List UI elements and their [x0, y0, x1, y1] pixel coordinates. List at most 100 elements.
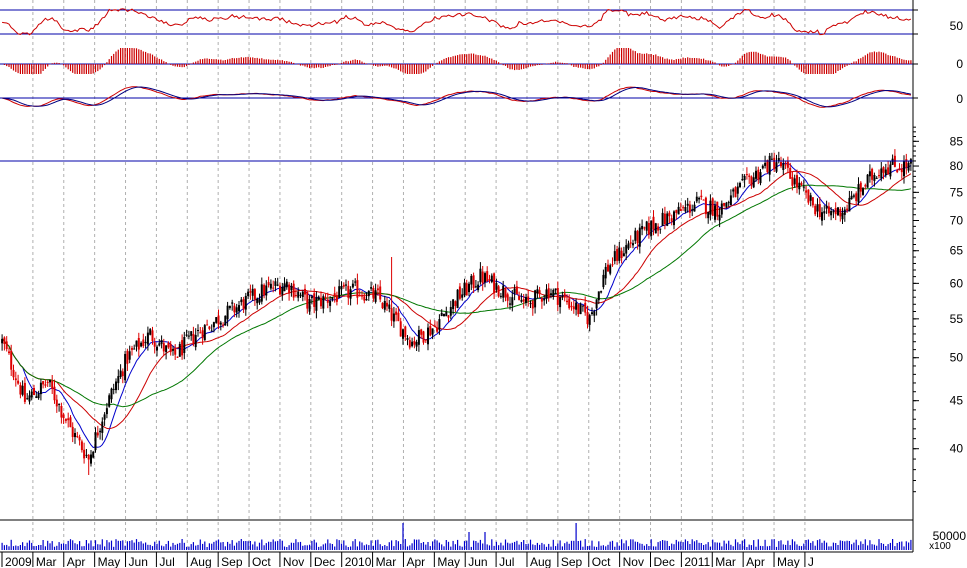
candle-body [536, 289, 539, 294]
candle-body [661, 212, 664, 226]
candle-body [579, 304, 582, 315]
candle-body [907, 163, 910, 171]
candle-body [704, 197, 707, 215]
candle-body [741, 179, 744, 181]
candle-body [71, 426, 74, 437]
candle-body [306, 292, 309, 309]
candle-body [58, 403, 61, 405]
candle-body [149, 329, 152, 335]
candle-body [267, 282, 270, 286]
candle-body [342, 284, 345, 287]
candle-body [53, 386, 56, 401]
panel1-line [2, 8, 912, 36]
candle-body [504, 289, 507, 298]
candle-body [74, 433, 76, 438]
candle-body [716, 201, 719, 217]
candle-body [673, 211, 675, 226]
candle-body [408, 340, 411, 348]
candle-body [832, 211, 835, 213]
panel3-line-fast [1, 86, 912, 108]
candle-body [456, 289, 459, 308]
candle-body [64, 418, 67, 421]
candle-body [723, 203, 726, 206]
candle-body [502, 285, 505, 298]
candle-body [878, 175, 880, 177]
candle-body [215, 317, 218, 323]
candle-body [208, 326, 211, 329]
candle-body [361, 295, 363, 297]
candle-body [684, 207, 687, 212]
candle-body [338, 286, 341, 298]
candle-body [495, 283, 498, 290]
candle-body [85, 454, 88, 456]
candle-body [333, 293, 336, 297]
candle-body [176, 356, 179, 358]
candle-body [595, 299, 598, 309]
candle-body [830, 211, 833, 216]
candle-body [497, 286, 500, 297]
candle-body [33, 388, 35, 395]
candle-body [682, 207, 685, 209]
candle-body [94, 432, 97, 451]
candle-body [547, 288, 550, 299]
candle-body [90, 454, 92, 464]
candle-body [802, 186, 805, 188]
candle-body [256, 298, 259, 304]
candle-body [80, 441, 83, 451]
price-tick-label: 60 [950, 276, 964, 290]
candle-body [796, 175, 798, 188]
candle-body [379, 286, 382, 300]
candle-body [588, 315, 591, 325]
candle-body [372, 288, 375, 299]
candle-body [46, 381, 49, 384]
candle-body [39, 382, 42, 395]
candle-body [896, 169, 899, 173]
candle-body [859, 182, 862, 192]
month-label: Apr [67, 555, 86, 568]
candle-body [183, 337, 186, 353]
candle-body [634, 230, 637, 241]
month-label: J [808, 555, 814, 568]
candle-body [538, 290, 541, 295]
candle-body [784, 164, 787, 166]
candle-body [212, 322, 215, 328]
candle-body [397, 312, 400, 322]
candle-body [370, 287, 373, 289]
candle-body [429, 326, 432, 336]
candle-body [800, 183, 803, 185]
candle-body [761, 165, 764, 169]
candle-body [297, 291, 300, 298]
candle-body [777, 158, 780, 161]
month-label: Aug [190, 555, 211, 568]
candle-body [49, 379, 51, 383]
candle-body [714, 205, 716, 220]
candle-body [470, 276, 473, 285]
month-label: 2011 [684, 555, 710, 568]
month-label: Sep [221, 555, 243, 568]
candle-body [864, 185, 867, 187]
candle-body [627, 243, 630, 249]
candle-body [472, 275, 475, 289]
candle-body [520, 300, 523, 302]
candle-body [174, 349, 177, 355]
panel1-tick-label: 50 [950, 19, 964, 33]
candle-body [320, 297, 322, 307]
candle-body [465, 283, 468, 296]
candle-body [479, 268, 482, 283]
candle-body [647, 223, 650, 235]
candle-body [786, 161, 789, 168]
month-label: May [777, 555, 800, 568]
month-label: Dec [654, 555, 675, 568]
candle-body [447, 315, 450, 318]
candle-body [474, 286, 477, 288]
candle-body [406, 337, 409, 340]
candle-body [522, 299, 525, 302]
month-label: Jun [468, 555, 487, 568]
candle-body [629, 242, 632, 244]
month-label: 2010 [345, 555, 372, 568]
candle-body [206, 324, 209, 326]
candle-body [811, 197, 814, 206]
moving-average-25 [1, 170, 912, 430]
candle-body [283, 283, 286, 292]
candle-body [194, 335, 197, 348]
